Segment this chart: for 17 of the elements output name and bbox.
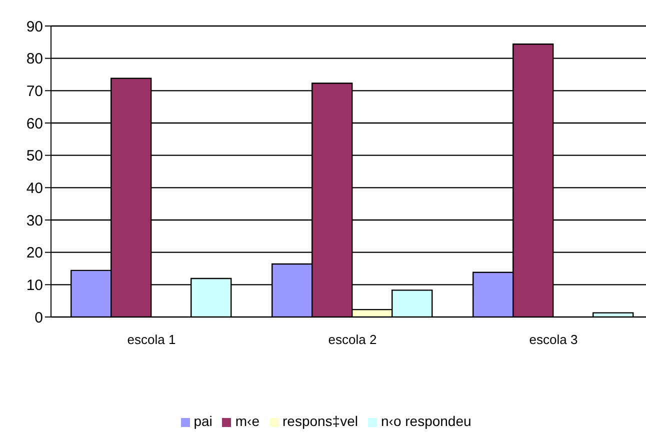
y-tick-label: 40 xyxy=(26,180,43,197)
legend-label: respons‡vel xyxy=(282,413,358,429)
y-tick-label: 80 xyxy=(26,50,43,68)
y-tick-label: 60 xyxy=(26,115,43,132)
y-tick-label: 30 xyxy=(26,212,43,230)
y-tick-label: 70 xyxy=(26,82,43,100)
y-tick-label: 0 xyxy=(34,309,43,326)
legend-label: n‹o respondeu xyxy=(381,413,472,429)
y-tick-label: 50 xyxy=(26,148,43,165)
y-tick-label: 20 xyxy=(26,244,43,262)
y-tick-label: 90 xyxy=(26,18,43,36)
legend-label: pai xyxy=(194,413,212,429)
legend-label: m‹e xyxy=(235,413,260,429)
x-tick-label: escola 1 xyxy=(127,332,176,348)
y-tick-label: 10 xyxy=(26,276,43,294)
x-tick-label: escola 2 xyxy=(328,332,377,348)
x-tick-label: escola 3 xyxy=(529,332,578,348)
